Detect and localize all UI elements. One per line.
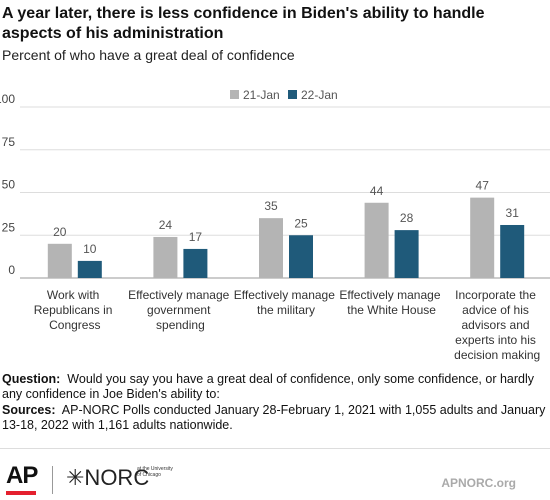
chart: 0 25 50 75 100 21-Jan 22-Jan 20 10 Work with Repu… — [0, 88, 550, 362]
ap-logo: AP — [6, 462, 38, 489]
x-tick-label: Work with Republicans in Congress — [34, 288, 116, 332]
legend-swatch — [230, 90, 239, 99]
legend-swatch — [288, 90, 297, 99]
x-tick-label: Effectively manage the military — [234, 288, 339, 317]
legend-label: 21-Jan — [243, 88, 280, 102]
value-label: 10 — [83, 242, 97, 256]
bar — [259, 218, 283, 278]
y-tick-label: 0 — [8, 263, 15, 277]
bar — [289, 235, 313, 278]
chart-subtitle: Percent of who have a great deal of conf… — [2, 47, 295, 63]
y-tick-label: 75 — [2, 135, 16, 149]
value-label: 31 — [506, 206, 520, 220]
value-label: 44 — [370, 184, 384, 198]
legend-label: 22-Jan — [301, 88, 338, 102]
site-link: APNORC.org — [441, 476, 516, 490]
sources-label: Sources: — [2, 403, 56, 417]
x-tick-label: Incorporate the advice of his advisors a… — [454, 288, 540, 362]
bar — [183, 248, 208, 278]
ap-logo-bar — [6, 491, 36, 495]
question-label: Question: — [2, 372, 61, 386]
bar — [500, 224, 525, 278]
bar — [394, 230, 419, 278]
bar — [77, 260, 102, 278]
logo-separator — [52, 466, 53, 494]
value-label: 24 — [159, 218, 173, 232]
y-tick-label: 25 — [2, 220, 16, 234]
y-tick-label: 50 — [2, 178, 16, 192]
value-label: 17 — [189, 230, 203, 244]
value-label: 20 — [53, 225, 67, 239]
value-label: 25 — [294, 216, 308, 230]
norc-logo: ✳NORC — [66, 465, 150, 490]
norc-subtitle: at the University of Chicago — [137, 466, 173, 478]
question-text: Would you say you have a great deal of c… — [2, 372, 535, 401]
value-label: 28 — [400, 211, 414, 225]
y-tick-label: 100 — [0, 92, 15, 106]
bar — [364, 202, 389, 278]
value-label: 47 — [476, 179, 490, 193]
chart-title: A year later, there is less confidence i… — [2, 5, 485, 42]
bar — [470, 197, 495, 278]
value-label: 35 — [264, 199, 278, 213]
divider — [0, 448, 550, 449]
sources-text: AP-NORC Polls conducted January 28-Febru… — [2, 403, 546, 432]
question-note: Question: Would you say you have a great… — [2, 372, 550, 402]
x-tick-label: Effectively manage government spending — [128, 288, 233, 332]
bar — [47, 243, 72, 278]
bar — [153, 236, 178, 278]
x-tick-label: Effectively manage the White House — [339, 288, 444, 317]
sources-note: Sources: AP-NORC Polls conducted January… — [2, 403, 550, 433]
